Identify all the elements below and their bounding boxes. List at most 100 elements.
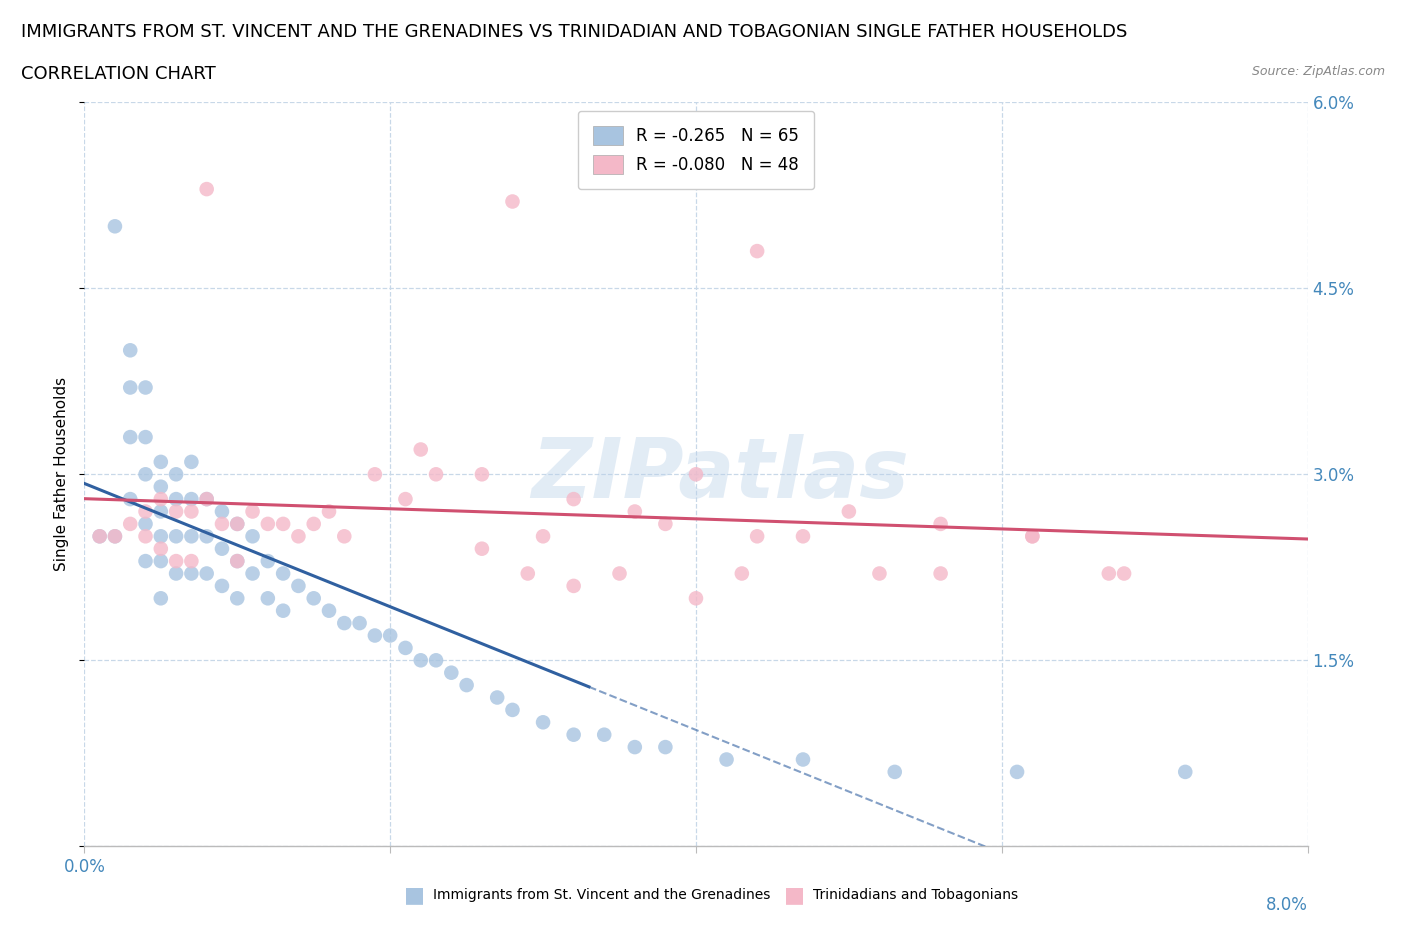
Text: ZIPatlas: ZIPatlas (531, 433, 910, 515)
Point (165, 553, 187, 568)
Point (165, 467, 187, 482)
Point (516, 566, 538, 581)
Point (211, 504, 233, 519)
Point (869, 566, 891, 581)
Text: 8.0%: 8.0% (1265, 896, 1308, 914)
Point (180, 566, 202, 581)
Point (471, 467, 494, 482)
Point (302, 591, 325, 605)
Point (1098, 566, 1121, 581)
Point (135, 467, 157, 482)
Point (609, 566, 631, 581)
Point (165, 529, 187, 544)
Text: ■: ■ (785, 884, 804, 905)
Point (394, 641, 416, 656)
Text: ■: ■ (405, 884, 425, 905)
Point (180, 492, 202, 507)
Point (380, 628, 402, 643)
Point (195, 529, 218, 544)
Point (135, 516, 157, 531)
Point (257, 553, 280, 568)
Point (104, 529, 127, 544)
Point (318, 604, 340, 618)
Point (624, 739, 647, 754)
Point (364, 628, 387, 643)
Point (149, 504, 172, 519)
Point (747, 244, 769, 259)
Point (929, 566, 952, 581)
Point (531, 529, 554, 544)
Point (562, 492, 585, 507)
Point (165, 492, 187, 507)
Point (89, 529, 111, 544)
Point (149, 455, 172, 470)
Point (1174, 764, 1197, 779)
Point (120, 516, 142, 531)
Point (135, 553, 157, 568)
Point (135, 504, 157, 519)
Point (165, 504, 187, 519)
Point (226, 516, 249, 531)
Point (257, 591, 280, 605)
Point (747, 529, 769, 544)
Point (654, 516, 676, 531)
Text: Trinidadians and Tobagonians: Trinidadians and Tobagonians (813, 887, 1018, 902)
Text: CORRELATION CHART: CORRELATION CHART (21, 65, 217, 83)
Point (1021, 529, 1043, 544)
Point (242, 566, 264, 581)
Point (211, 541, 233, 556)
Point (562, 578, 585, 593)
Point (149, 492, 172, 507)
Point (883, 764, 905, 779)
Point (271, 604, 294, 618)
Point (104, 529, 127, 544)
Point (486, 690, 509, 705)
Point (242, 529, 264, 544)
Point (409, 653, 432, 668)
Point (502, 194, 524, 209)
Point (135, 380, 157, 395)
Point (195, 492, 218, 507)
Point (211, 516, 233, 531)
Point (1021, 529, 1043, 544)
Point (1114, 566, 1136, 581)
Point (195, 566, 218, 581)
Point (180, 455, 202, 470)
Point (271, 516, 294, 531)
Point (440, 665, 463, 680)
Point (180, 553, 202, 568)
Point (502, 702, 524, 717)
Point (425, 653, 447, 668)
Point (425, 467, 447, 482)
Point (624, 504, 647, 519)
Point (120, 492, 142, 507)
Point (318, 504, 340, 519)
Y-axis label: Single Father Households: Single Father Households (53, 378, 69, 571)
Point (226, 591, 249, 605)
Point (792, 529, 814, 544)
Point (242, 504, 264, 519)
Point (149, 479, 172, 494)
Point (838, 504, 860, 519)
Point (104, 219, 127, 233)
Point (287, 529, 309, 544)
Point (792, 752, 814, 767)
Text: Immigrants from St. Vincent and the Grenadines: Immigrants from St. Vincent and the Gren… (433, 887, 770, 902)
Point (135, 529, 157, 544)
Point (149, 529, 172, 544)
Point (89, 529, 111, 544)
Text: IMMIGRANTS FROM ST. VINCENT AND THE GRENADINES VS TRINIDADIAN AND TOBAGONIAN SIN: IMMIGRANTS FROM ST. VINCENT AND THE GREN… (21, 23, 1128, 41)
Point (685, 467, 707, 482)
Point (654, 739, 676, 754)
Point (271, 566, 294, 581)
Point (685, 591, 707, 605)
Point (1005, 764, 1028, 779)
Point (226, 553, 249, 568)
Point (149, 553, 172, 568)
Legend: R = -0.265   N = 65, R = -0.080   N = 48: R = -0.265 N = 65, R = -0.080 N = 48 (578, 111, 814, 189)
Point (149, 591, 172, 605)
Point (120, 380, 142, 395)
Point (180, 504, 202, 519)
Point (149, 541, 172, 556)
Point (731, 566, 754, 581)
